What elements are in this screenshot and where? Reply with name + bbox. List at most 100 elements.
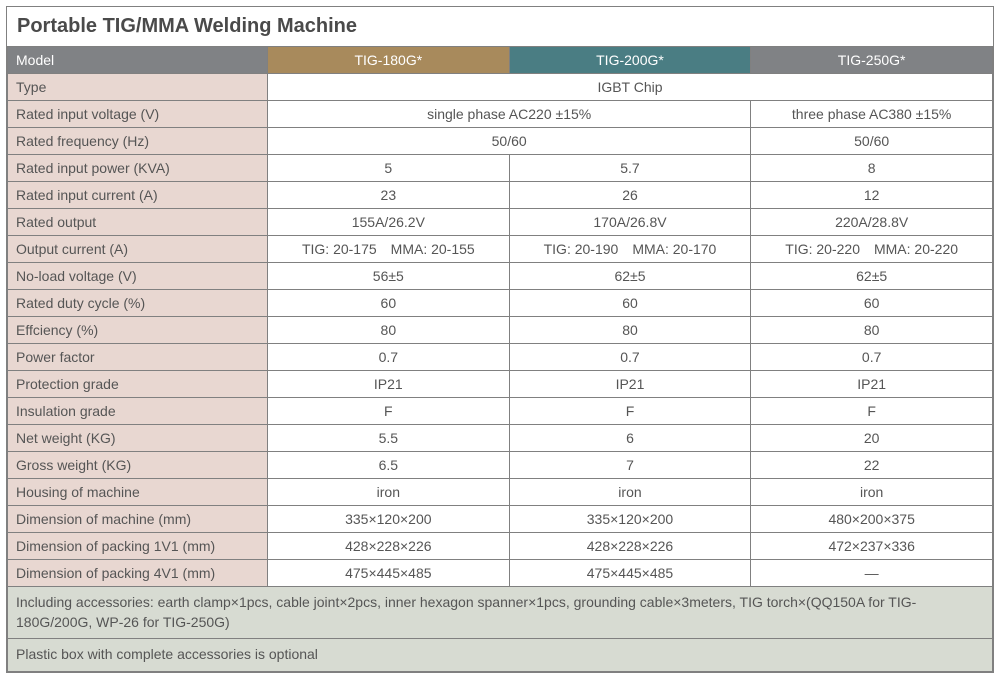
table-row: Insulation grade F F F <box>8 398 993 425</box>
row-label: Output current (A) <box>8 236 268 263</box>
table-row: Rated input current (A) 23 26 12 <box>8 182 993 209</box>
row-value: 60 <box>509 290 751 317</box>
row-value: 60 <box>751 290 993 317</box>
row-value: single phase AC220 ±15% <box>268 101 751 128</box>
table-row: Dimension of packing 1V1 (mm) 428×228×22… <box>8 533 993 560</box>
row-value: 472×237×336 <box>751 533 993 560</box>
row-value: 8 <box>751 155 993 182</box>
row-value: 22 <box>751 452 993 479</box>
row-value: iron <box>268 479 510 506</box>
row-value: IGBT Chip <box>268 74 993 101</box>
row-value: 5 <box>268 155 510 182</box>
table-row: Power factor 0.7 0.7 0.7 <box>8 344 993 371</box>
footer-text: Plastic box with complete accessories is… <box>8 639 993 672</box>
footer-row-1: Including accessories: earth clamp×1pcs,… <box>8 587 993 639</box>
table-row: Dimension of packing 4V1 (mm) 475×445×48… <box>8 560 993 587</box>
row-value: F <box>509 398 751 425</box>
row-value: three phase AC380 ±15% <box>751 101 993 128</box>
row-value: 23 <box>268 182 510 209</box>
row-value: 7 <box>509 452 751 479</box>
table-row: Type IGBT Chip <box>8 74 993 101</box>
table-row: Net weight (KG) 5.5 6 20 <box>8 425 993 452</box>
row-value: 5.5 <box>268 425 510 452</box>
row-value: IP21 <box>509 371 751 398</box>
page-title: Portable TIG/MMA Welding Machine <box>7 7 993 46</box>
table-row: Rated input power (KVA) 5 5.7 8 <box>8 155 993 182</box>
spec-sheet: Portable TIG/MMA Welding Machine Model T… <box>6 6 994 673</box>
row-value: 170A/26.8V <box>509 209 751 236</box>
row-label: Rated output <box>8 209 268 236</box>
header-col-3: TIG-250G* <box>751 47 993 74</box>
row-label: Rated input current (A) <box>8 182 268 209</box>
row-value: 480×200×375 <box>751 506 993 533</box>
footer-text: Including accessories: earth clamp×1pcs,… <box>8 587 993 639</box>
header-col-1: TIG-180G* <box>268 47 510 74</box>
table-row: Dimension of machine (mm) 335×120×200 33… <box>8 506 993 533</box>
row-value: 50/60 <box>751 128 993 155</box>
row-value: 80 <box>509 317 751 344</box>
row-value: 62±5 <box>509 263 751 290</box>
row-value: 6.5 <box>268 452 510 479</box>
row-value: F <box>751 398 993 425</box>
row-value: 50/60 <box>268 128 751 155</box>
row-label: Rated frequency (Hz) <box>8 128 268 155</box>
row-value: 12 <box>751 182 993 209</box>
table-row: Gross weight (KG) 6.5 7 22 <box>8 452 993 479</box>
header-col-2: TIG-200G* <box>509 47 751 74</box>
row-value: 26 <box>509 182 751 209</box>
row-value: 475×445×485 <box>509 560 751 587</box>
row-label: Dimension of machine (mm) <box>8 506 268 533</box>
footer-row-2: Plastic box with complete accessories is… <box>8 639 993 672</box>
row-value: 60 <box>268 290 510 317</box>
row-label: No-load voltage (V) <box>8 263 268 290</box>
spec-table: Model TIG-180G* TIG-200G* TIG-250G* Type… <box>7 46 993 672</box>
row-value: 80 <box>751 317 993 344</box>
row-label: Insulation grade <box>8 398 268 425</box>
row-label: Gross weight (KG) <box>8 452 268 479</box>
row-value: 0.7 <box>751 344 993 371</box>
row-value: F <box>268 398 510 425</box>
row-label: Effciency (%) <box>8 317 268 344</box>
row-value: 62±5 <box>751 263 993 290</box>
row-label: Power factor <box>8 344 268 371</box>
row-value: 220A/28.8V <box>751 209 993 236</box>
row-value: 335×120×200 <box>268 506 510 533</box>
row-value: — <box>751 560 993 587</box>
row-label: Housing of machine <box>8 479 268 506</box>
row-value: TIG: 20-190 MMA: 20-170 <box>509 236 751 263</box>
table-row: Housing of machine iron iron iron <box>8 479 993 506</box>
row-value: IP21 <box>751 371 993 398</box>
table-row: Output current (A) TIG: 20-175 MMA: 20-1… <box>8 236 993 263</box>
row-value: 80 <box>268 317 510 344</box>
row-label: Rated duty cycle (%) <box>8 290 268 317</box>
row-label: Protection grade <box>8 371 268 398</box>
row-label: Net weight (KG) <box>8 425 268 452</box>
row-value: TIG: 20-175 MMA: 20-155 <box>268 236 510 263</box>
row-value: 155A/26.2V <box>268 209 510 236</box>
table-row: Protection grade IP21 IP21 IP21 <box>8 371 993 398</box>
row-label: Type <box>8 74 268 101</box>
row-value: iron <box>751 479 993 506</box>
row-value: 0.7 <box>268 344 510 371</box>
row-label: Rated input power (KVA) <box>8 155 268 182</box>
table-row: Effciency (%) 80 80 80 <box>8 317 993 344</box>
header-row: Model TIG-180G* TIG-200G* TIG-250G* <box>8 47 993 74</box>
row-label: Dimension of packing 4V1 (mm) <box>8 560 268 587</box>
table-row: Rated duty cycle (%) 60 60 60 <box>8 290 993 317</box>
table-row: No-load voltage (V) 56±5 62±5 62±5 <box>8 263 993 290</box>
row-label: Dimension of packing 1V1 (mm) <box>8 533 268 560</box>
row-value: 428×228×226 <box>509 533 751 560</box>
table-row: Rated frequency (Hz) 50/60 50/60 <box>8 128 993 155</box>
row-value: 475×445×485 <box>268 560 510 587</box>
table-row: Rated input voltage (V) single phase AC2… <box>8 101 993 128</box>
row-value: 6 <box>509 425 751 452</box>
row-value: 0.7 <box>509 344 751 371</box>
row-value: 5.7 <box>509 155 751 182</box>
header-label: Model <box>8 47 268 74</box>
table-row: Rated output 155A/26.2V 170A/26.8V 220A/… <box>8 209 993 236</box>
row-value: 56±5 <box>268 263 510 290</box>
row-value: TIG: 20-220 MMA: 20-220 <box>751 236 993 263</box>
row-value: iron <box>509 479 751 506</box>
row-value: 428×228×226 <box>268 533 510 560</box>
row-label: Rated input voltage (V) <box>8 101 268 128</box>
